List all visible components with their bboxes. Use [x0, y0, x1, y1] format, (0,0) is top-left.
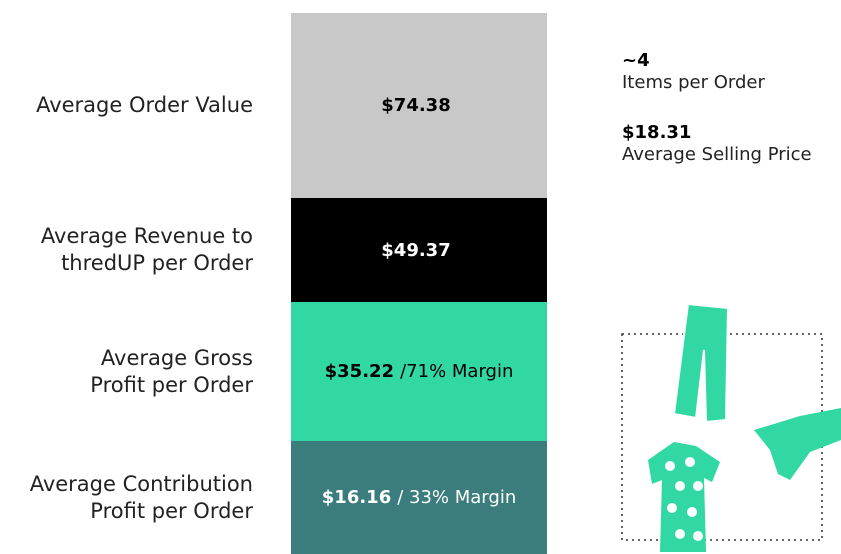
block-value: $74.38 — [381, 95, 451, 116]
illustration — [621, 302, 841, 552]
label-line: Average Revenue to — [40, 224, 253, 248]
row-label: Average Revenue to thredUP per Order — [41, 223, 253, 277]
block-note: / 33% Margin — [397, 487, 517, 508]
label-line: Profit per Order — [90, 372, 253, 397]
stat: ~4 Items per Order — [622, 50, 765, 94]
row-label: Average Gross Profit per Order — [90, 345, 253, 399]
row-label: Average Contribution Profit per Order — [30, 471, 253, 525]
block-note: /71% Margin — [400, 361, 514, 382]
shoe — [754, 408, 841, 480]
stat: $18.31 Average Selling Price — [622, 122, 812, 166]
block: $35.22/71% Margin — [291, 302, 547, 441]
label-line: Average Gross — [100, 345, 253, 370]
stat-value: $18.31 — [622, 122, 692, 143]
block: $74.38 — [291, 13, 547, 198]
label-line: Profit per Order — [90, 498, 253, 523]
block-value: $16.16 — [321, 487, 392, 508]
block: $49.37 — [291, 198, 547, 302]
stat-label: Items per Order — [622, 72, 765, 93]
dotted-frame — [621, 333, 823, 541]
label-line: Average Contribution — [29, 471, 253, 496]
block: $16.16/ 33% Margin — [291, 441, 547, 554]
stat-label: Average Selling Price — [622, 144, 812, 165]
label-line: Average Order Value — [36, 93, 253, 117]
row-label: Average Order Value — [36, 92, 253, 119]
shirt-dots — [665, 457, 703, 541]
shirt — [648, 442, 720, 552]
pants — [672, 302, 730, 424]
label-line: thredUP per Order — [61, 251, 253, 275]
block-value: $35.22 — [324, 361, 395, 382]
block-value: $49.37 — [381, 239, 451, 261]
stat-value: ~4 — [622, 50, 650, 71]
